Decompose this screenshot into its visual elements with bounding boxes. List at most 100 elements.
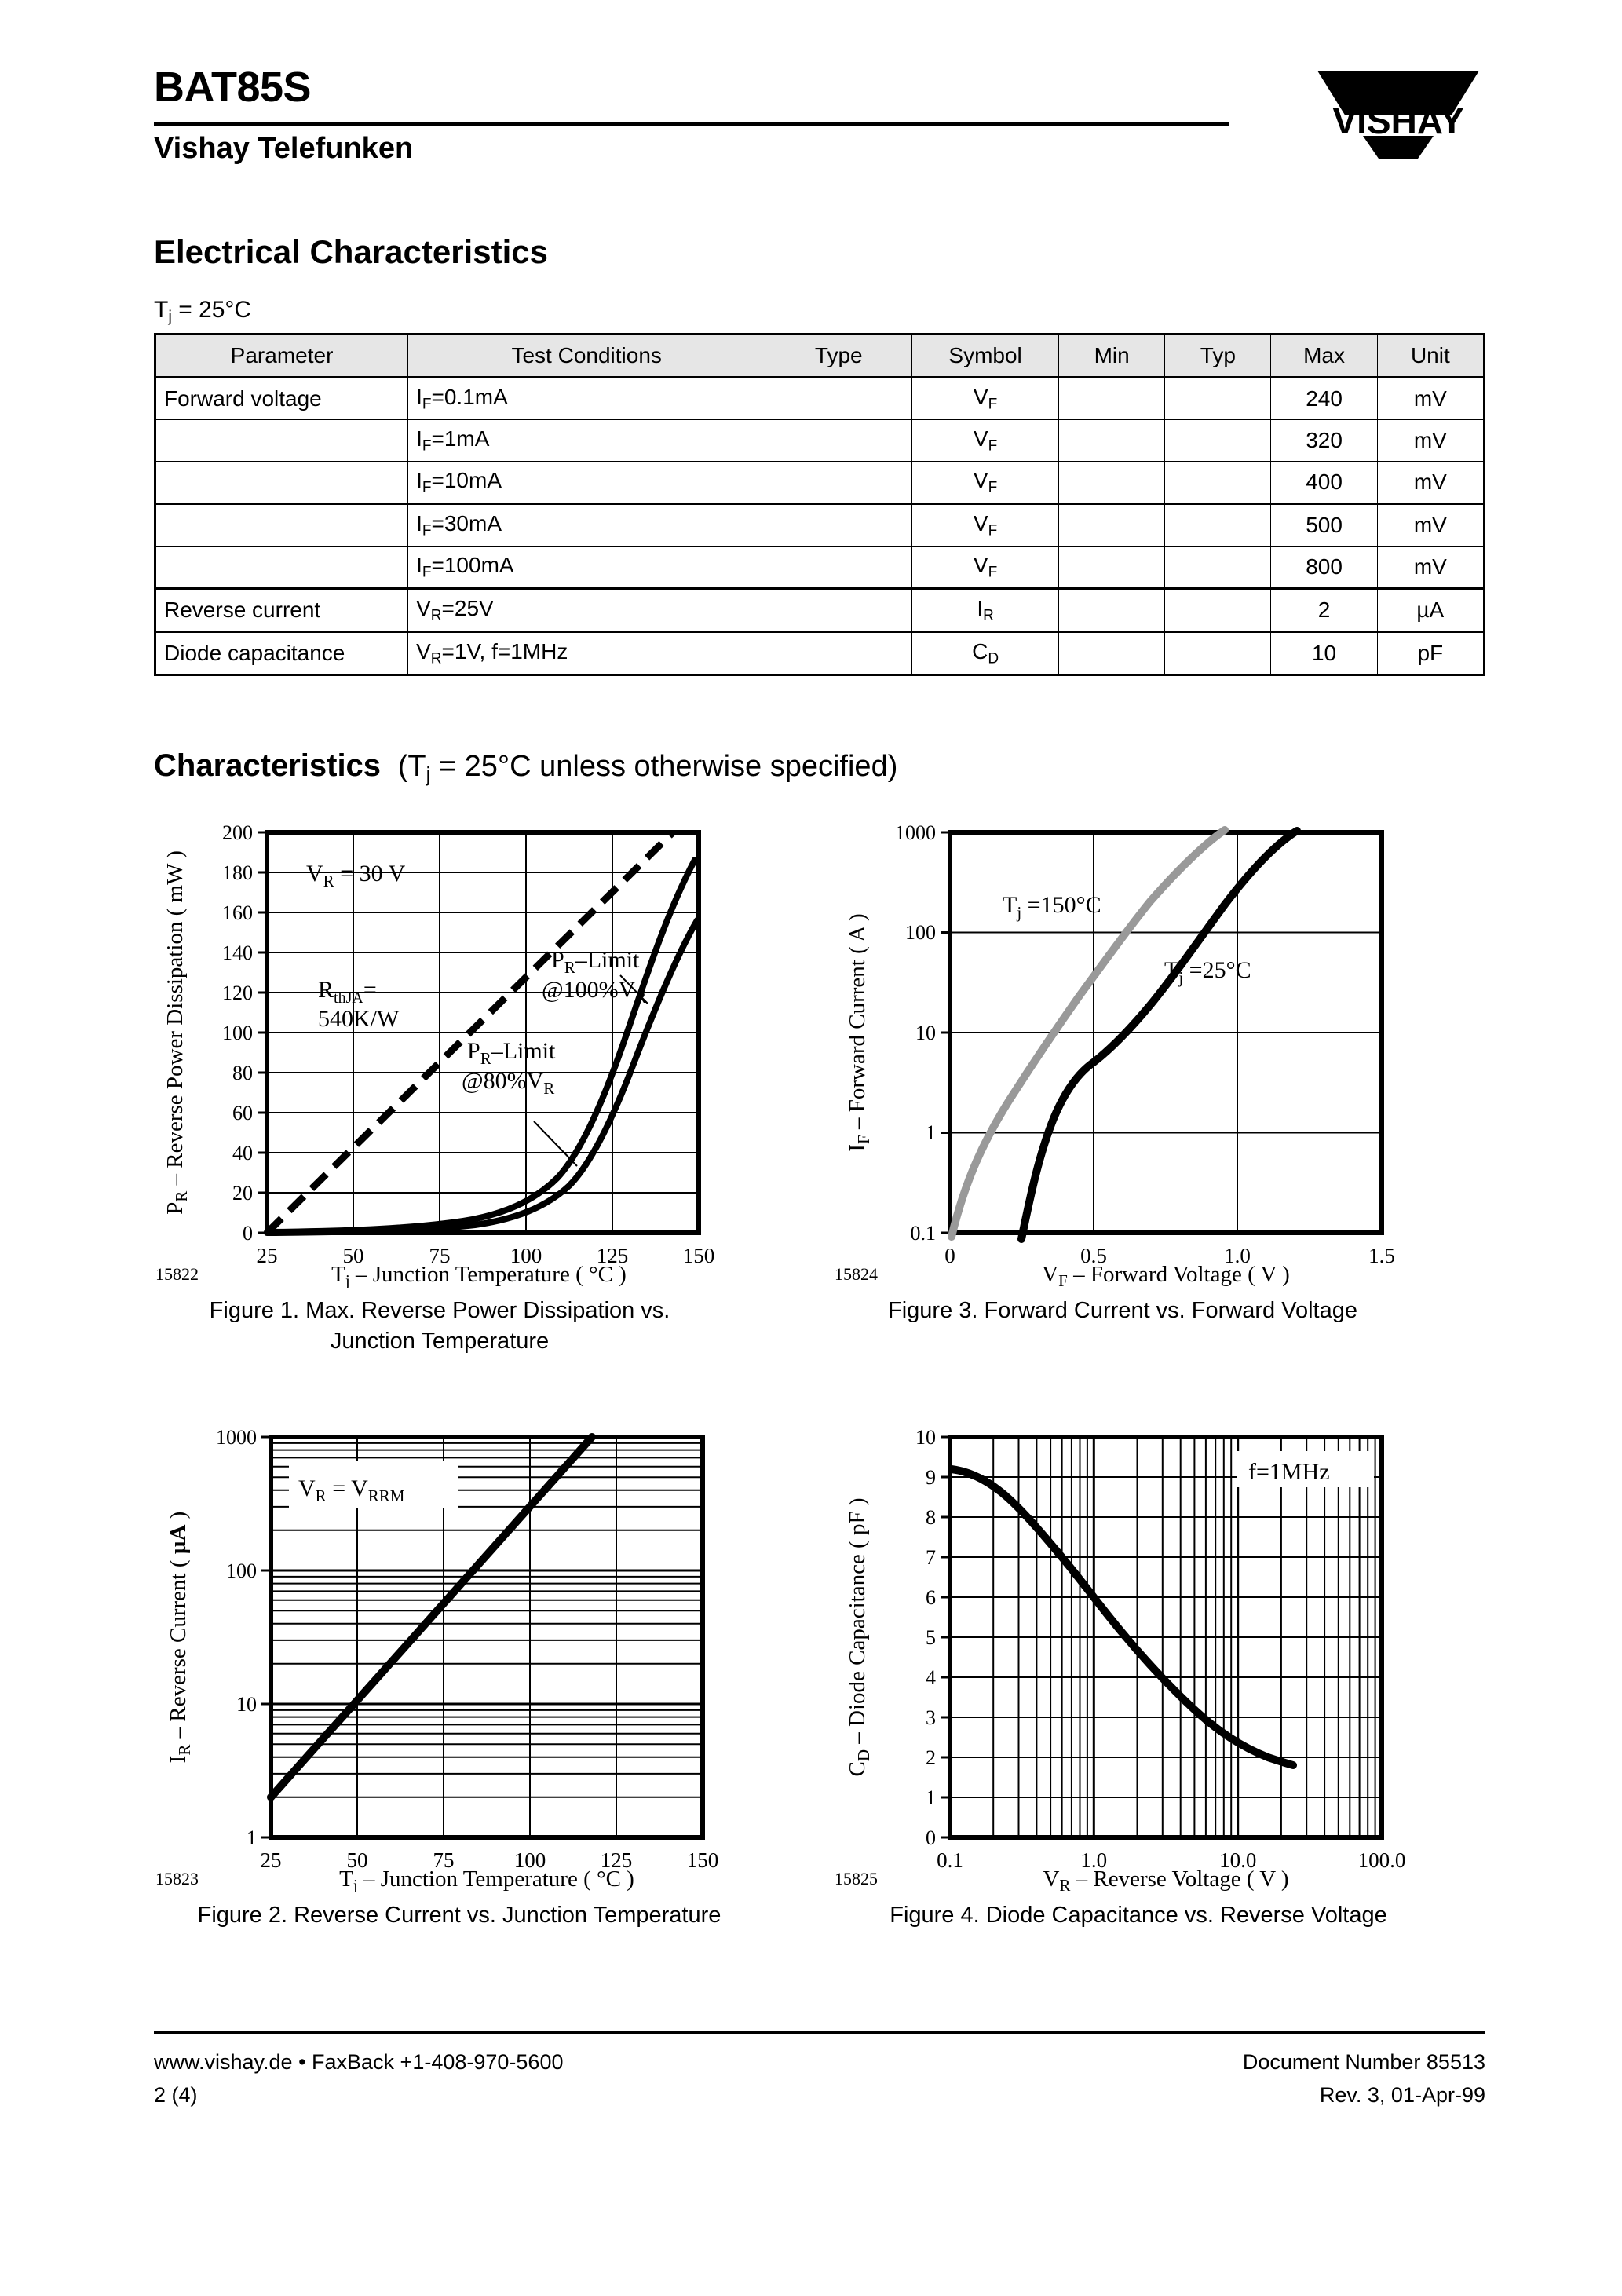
cell-max: 2 (1270, 587, 1378, 632)
cell-typ (1164, 587, 1272, 632)
svg-text:0.1: 0.1 (937, 1848, 963, 1872)
footer-divider (154, 2031, 1485, 2034)
svg-text:8: 8 (926, 1506, 936, 1529)
fig4-x-axis-label: VR – Reverse Voltage ( V ) (1043, 1866, 1288, 1892)
footer-row-1: www.vishay.de • FaxBack +1-408-970-5600 … (154, 2046, 1485, 2079)
svg-text:1.0: 1.0 (1080, 1848, 1107, 1872)
fig2-annotation-vr: VR = VRRM (298, 1475, 405, 1505)
figure-3-chart: 1000 100 10 1 0.1 0 0.5 1.0 1.5 Tj =150°… (835, 821, 1395, 1288)
column-header-symbol: Symbol (911, 333, 1060, 378)
svg-text:1: 1 (926, 1121, 936, 1144)
temp-value: = 25°C (171, 297, 252, 323)
fig4-annotation-group: f=1MHz (1237, 1451, 1374, 1487)
cell-parameter: Diode capacitance (153, 631, 409, 676)
svg-text:7: 7 (926, 1546, 936, 1569)
figure-1: 200 180 160 140 120 100 80 60 40 20 0 25… (149, 809, 801, 1357)
svg-text:50: 50 (343, 1244, 364, 1267)
fig1-annotations: VR = 30 V RthJA= 540K/W PR–Limit @100%VR… (306, 861, 646, 1098)
figure-3-caption: Figure 3. Forward Current vs. Forward Vo… (813, 1296, 1433, 1326)
cell-min (1058, 587, 1166, 632)
fig2-x-axis-label: Tj – Junction Temperature ( °C ) (339, 1866, 634, 1892)
cell-type (765, 419, 913, 462)
cell-type (765, 377, 913, 420)
svg-text:120: 120 (222, 982, 253, 1004)
figure-1-caption-line2: Junction Temperature (330, 1329, 550, 1355)
svg-text:160: 160 (222, 901, 253, 924)
figure-3: 1000 100 10 1 0.1 0 0.5 1.0 1.5 Tj =150°… (828, 809, 1480, 1326)
fig2-x-tick-labels: 25 50 75 100 125 150 (261, 1848, 719, 1872)
table-row: IF=100mA VF 800 mV (153, 546, 1486, 589)
fig1-annotation-rthja-line2: 540K/W (318, 1006, 400, 1032)
svg-text:100: 100 (510, 1244, 542, 1267)
svg-text:150: 150 (687, 1848, 719, 1872)
fig3-series-tj25 (1017, 827, 1301, 1243)
cell-typ (1164, 631, 1272, 676)
svg-text:140: 140 (222, 941, 253, 964)
footer-row-2: 2 (4) Rev. 3, 01-Apr-99 (154, 2079, 1485, 2112)
cell-type (765, 631, 913, 676)
svg-text:1.0: 1.0 (1224, 1244, 1251, 1267)
fig4-y-ticks (941, 1435, 950, 1839)
cell-unit: mV (1376, 419, 1486, 462)
column-header-min: Min (1058, 333, 1166, 378)
fig1-annotation-limit80-line2: @80%VR (462, 1068, 554, 1098)
cell-max: 320 (1270, 419, 1378, 462)
cell-parameter (153, 461, 409, 504)
cell-parameter (153, 503, 409, 547)
svg-text:3: 3 (926, 1706, 936, 1729)
cell-symbol: VF (911, 503, 1060, 547)
cell-symbol: VF (911, 419, 1060, 462)
fig1-x-tick-labels: 25 50 75 100 125 150 (257, 1244, 715, 1267)
fig4-gridlines (950, 1437, 1382, 1837)
table-row: Diode capacitance VR=1V, f=1MHz CD 10 pF (153, 631, 1486, 676)
cell-symbol: VF (911, 461, 1060, 504)
column-header-test-conditions: Test Conditions (407, 333, 766, 378)
cell-symbol: IR (911, 587, 1060, 632)
svg-text:50: 50 (347, 1848, 368, 1872)
cell-max: 800 (1270, 546, 1378, 589)
fig4-x-tick-labels: 0.1 1.0 10.0 100.0 (937, 1848, 1405, 1872)
characteristics-title-text: Characteristics (154, 748, 382, 783)
fig2-id-number: 15823 (155, 1869, 199, 1888)
fig2-plot-frame (269, 1435, 705, 1840)
fig2-y-ticks (261, 1435, 271, 1839)
svg-text:10: 10 (915, 1426, 936, 1449)
cell-min (1058, 546, 1166, 589)
cell-type (765, 461, 913, 504)
fig2-annotation-group: VR = VRRM (289, 1461, 458, 1508)
figure-2-chart: 1000 100 10 1 25 50 75 100 125 150 VR = … (155, 1426, 719, 1892)
temp-symbol: T (154, 297, 169, 323)
cell-typ (1164, 377, 1272, 420)
svg-text:0.1: 0.1 (911, 1222, 937, 1245)
cell-test-condition: VR=1V, f=1MHz (407, 631, 766, 676)
footer-revision: Rev. 3, 01-Apr-99 (1319, 2082, 1485, 2107)
svg-text:1: 1 (926, 1786, 936, 1809)
svg-text:100.0: 100.0 (1358, 1848, 1406, 1872)
svg-text:100: 100 (514, 1848, 546, 1872)
svg-text:0.5: 0.5 (1080, 1244, 1107, 1267)
table-header-row: Parameter Test Conditions Type Symbol Mi… (153, 333, 1486, 378)
electrical-characteristics-table: Parameter Test Conditions Type Symbol Mi… (153, 333, 1486, 676)
table-row: IF=30mA VF 500 mV (153, 503, 1486, 547)
column-header-type: Type (765, 333, 913, 378)
table-row: Reverse current VR=25V IR 2 µA (153, 587, 1486, 632)
cell-unit: mV (1376, 461, 1486, 504)
header-divider (154, 122, 1229, 126)
fig1-y-axis-label: PR – Reverse Power Dissipation ( mW ) (163, 850, 191, 1215)
cell-type (765, 546, 913, 589)
fig1-annotation-vr: VR = 30 V (306, 861, 406, 890)
fig3-annotation-tj25: Tj =25°C (1164, 957, 1251, 987)
part-number-title: BAT85S (154, 64, 312, 111)
figure-2-caption-line1: Figure 2. Reverse Current vs. Junction T… (197, 1903, 721, 1928)
svg-text:0: 0 (926, 1826, 936, 1849)
footer-website[interactable]: www.vishay.de • FaxBack +1-408-970-5600 (154, 2050, 564, 2074)
fig4-series-cd (948, 1465, 1297, 1769)
svg-text:100: 100 (905, 921, 936, 944)
cell-test-condition: IF=10mA (407, 461, 766, 504)
cell-parameter (153, 419, 409, 462)
fig3-annotation-tj150: Tj =150°C (1003, 892, 1101, 922)
brand-name: Vishay Telefunken (154, 132, 414, 165)
fig1-annotation-limit100-line1: PR–Limit (551, 947, 640, 977)
fig3-series-tj150 (948, 826, 1229, 1241)
